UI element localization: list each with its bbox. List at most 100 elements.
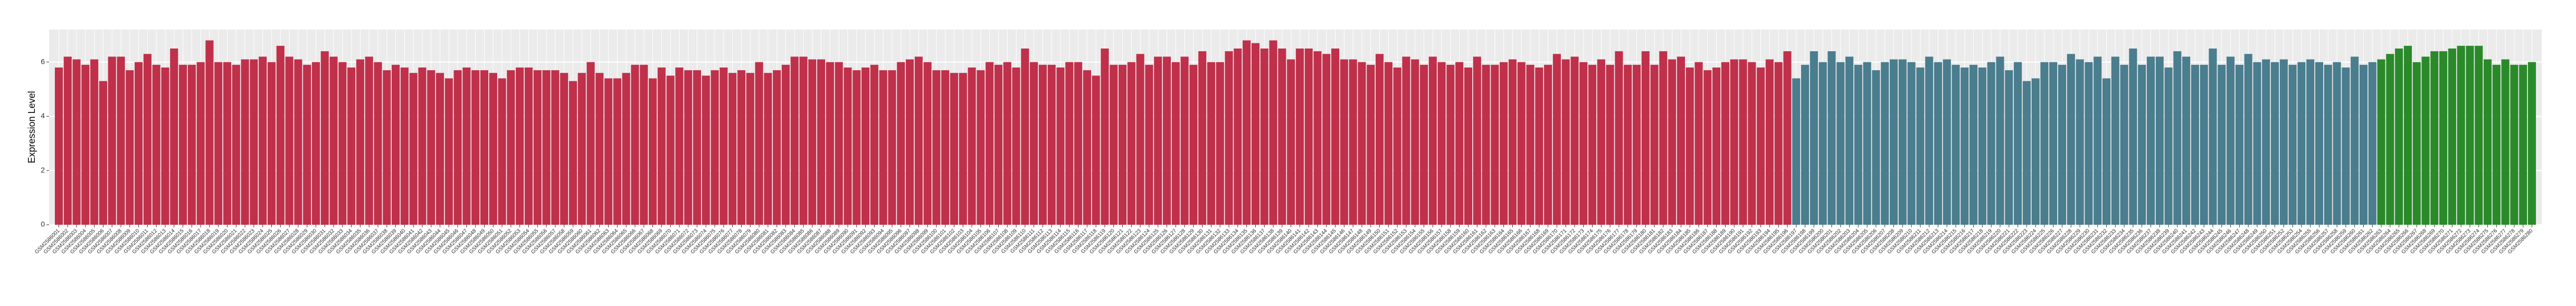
bar — [1367, 64, 1375, 225]
bar — [2466, 45, 2474, 225]
bar — [90, 59, 99, 225]
bar — [702, 75, 710, 225]
bar — [1677, 56, 1685, 225]
bar — [1943, 59, 1951, 225]
bar — [1721, 62, 1729, 225]
bar — [2368, 62, 2376, 225]
bar — [817, 59, 826, 225]
bar — [693, 70, 702, 225]
bar — [99, 81, 107, 225]
bar — [1588, 64, 1597, 225]
bar — [675, 67, 684, 225]
bar — [640, 64, 648, 225]
bar — [311, 62, 320, 225]
bar — [1730, 59, 1738, 225]
bar — [1287, 59, 1295, 225]
bar — [81, 64, 90, 225]
bar — [498, 78, 506, 225]
bar — [1996, 56, 2004, 225]
bar — [2040, 62, 2049, 225]
bar — [1916, 67, 1925, 225]
bar — [577, 73, 586, 225]
bar — [1234, 48, 1242, 225]
bar — [1810, 51, 1818, 225]
bar — [1384, 62, 1393, 225]
bar — [2164, 67, 2173, 225]
bar — [356, 59, 364, 225]
bar — [1517, 62, 1526, 225]
bar — [507, 70, 515, 225]
bar — [551, 70, 560, 225]
bar — [524, 67, 533, 225]
bar — [1012, 67, 1020, 225]
bar — [1419, 64, 1428, 225]
bar — [1907, 62, 1916, 225]
bar — [932, 70, 941, 225]
bar — [1464, 67, 1473, 225]
bar — [471, 70, 480, 225]
bar — [462, 67, 471, 225]
bar — [435, 73, 444, 225]
bar — [108, 56, 116, 225]
bar — [427, 70, 435, 225]
bar — [2209, 48, 2217, 225]
bar — [560, 73, 569, 225]
bar — [941, 70, 950, 225]
bar — [1136, 54, 1144, 225]
bar — [1703, 70, 1712, 225]
bar — [285, 56, 293, 225]
bar — [2386, 54, 2394, 225]
bar — [799, 56, 808, 225]
bar — [1712, 67, 1721, 225]
bar — [1739, 59, 1747, 225]
bar — [1792, 78, 1801, 225]
bar — [1074, 62, 1083, 225]
bar — [338, 62, 347, 225]
y-axis-label: Expression Level — [26, 91, 37, 163]
bar — [250, 59, 258, 225]
bar — [1402, 56, 1410, 225]
bar — [72, 59, 81, 225]
bar — [1110, 64, 1118, 225]
bar — [853, 70, 861, 225]
bar — [666, 75, 675, 225]
bar — [1508, 59, 1517, 225]
bar — [2279, 59, 2288, 225]
bar — [861, 67, 870, 225]
bar — [959, 73, 967, 225]
bar — [1889, 59, 1898, 225]
bar — [170, 48, 178, 225]
bar — [1526, 64, 1535, 225]
bar — [1872, 70, 1880, 225]
bar — [1295, 48, 1304, 225]
bar — [294, 59, 302, 225]
bar — [631, 64, 639, 225]
bar — [2138, 64, 2146, 225]
bar — [968, 67, 976, 225]
bar — [1225, 51, 1233, 225]
bar — [444, 78, 453, 225]
bar — [1685, 67, 1694, 225]
bar — [1358, 62, 1366, 225]
bar — [1411, 59, 1419, 225]
bar — [1180, 56, 1189, 225]
bar — [1552, 54, 1561, 225]
bar — [728, 73, 737, 225]
bar — [2102, 78, 2111, 225]
bar — [1774, 62, 1783, 225]
bar — [1650, 64, 1659, 225]
bar — [54, 67, 63, 225]
bar — [1393, 67, 1401, 225]
bar — [2412, 62, 2421, 225]
bar — [2510, 64, 2518, 225]
bar — [1322, 54, 1331, 225]
bar — [1641, 51, 1650, 225]
bar — [2457, 45, 2465, 225]
bar — [1455, 62, 1464, 225]
bar — [1243, 40, 1251, 225]
bar — [1863, 62, 1871, 225]
bar — [1127, 62, 1135, 225]
bar — [746, 73, 754, 225]
bar — [1154, 56, 1162, 225]
bar — [214, 62, 223, 225]
